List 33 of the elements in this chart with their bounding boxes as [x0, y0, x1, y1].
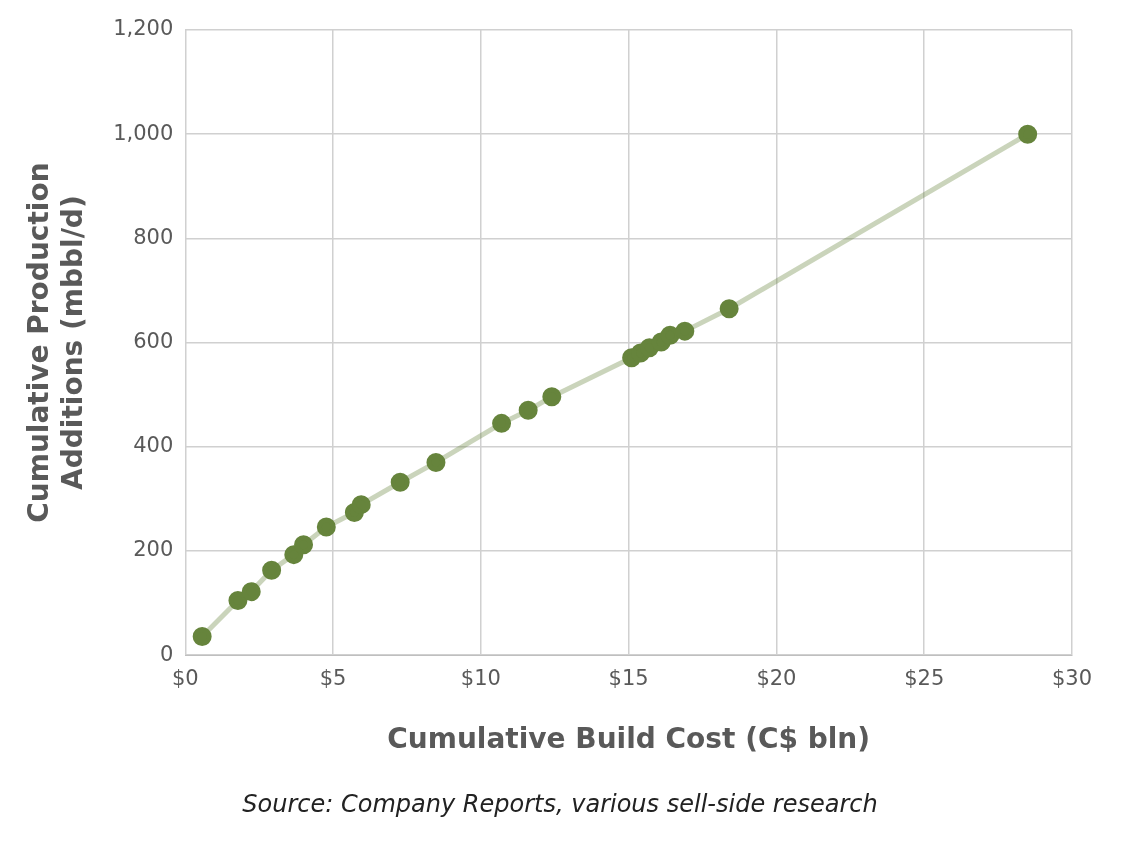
point: [1018, 124, 1038, 144]
point: [294, 535, 314, 555]
y-axis-title: Cumulative Production Additions (mbbl/d): [22, 162, 89, 523]
x-tick-label: $20: [756, 666, 797, 691]
x-axis-title: Cumulative Build Cost (C$ bln): [387, 722, 871, 756]
point: [262, 560, 282, 580]
point: [518, 400, 538, 420]
x-tick-label: $30: [1051, 666, 1093, 691]
y-tick-label: 200: [133, 537, 174, 562]
point: [492, 413, 512, 433]
x-tick-label: $25: [904, 666, 945, 691]
point: [675, 321, 695, 341]
x-tick-label: $15: [608, 666, 649, 691]
point: [542, 387, 562, 407]
point: [426, 452, 446, 472]
point: [719, 299, 739, 319]
x-tick-label: $0: [171, 666, 199, 691]
point: [390, 472, 410, 492]
point: [316, 517, 336, 537]
point: [228, 591, 248, 610]
y-tick-label: 400: [133, 433, 174, 458]
y-tick-label: 800: [133, 224, 174, 249]
y-tick-label: 1,200: [113, 16, 174, 41]
x-tick-label: $10: [460, 666, 501, 691]
point: [351, 495, 371, 515]
y-tick-label: 1,000: [113, 120, 174, 145]
x-tick-label: $5: [319, 666, 347, 691]
source-note: Source: Company Reports, various sell-side research: [242, 790, 878, 818]
point: [660, 325, 680, 345]
point: [192, 626, 212, 646]
y-tick-label: 0: [159, 641, 174, 666]
y-tick-label: 600: [133, 329, 174, 354]
point: [241, 582, 261, 602]
